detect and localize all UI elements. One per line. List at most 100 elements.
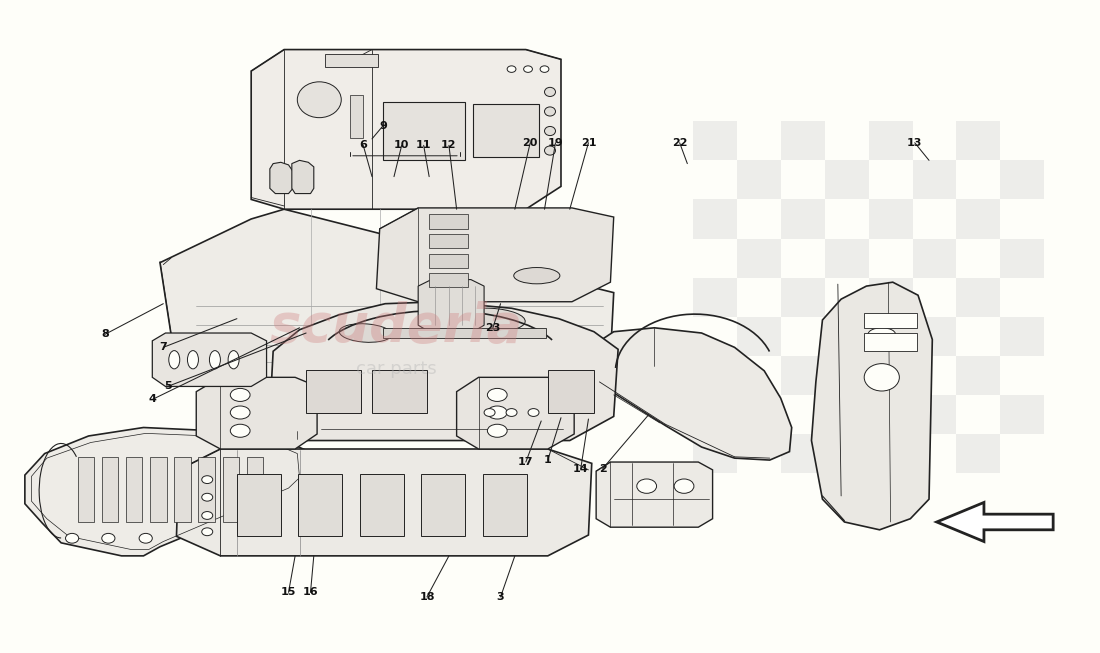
Bar: [693, 278, 737, 317]
Bar: [429, 253, 468, 268]
Bar: [737, 161, 781, 199]
Ellipse shape: [868, 328, 895, 341]
Ellipse shape: [102, 534, 114, 543]
Bar: [429, 273, 468, 287]
Bar: [957, 278, 1000, 317]
Bar: [825, 161, 869, 199]
Bar: [865, 313, 917, 328]
Bar: [1000, 238, 1044, 278]
Bar: [1000, 317, 1044, 356]
Bar: [222, 457, 239, 522]
Polygon shape: [812, 282, 933, 530]
Polygon shape: [251, 50, 561, 209]
Polygon shape: [152, 333, 266, 387]
Ellipse shape: [139, 534, 152, 543]
Polygon shape: [160, 209, 614, 384]
Bar: [913, 238, 957, 278]
Bar: [350, 95, 363, 138]
Text: 10: 10: [394, 140, 409, 150]
Text: 17: 17: [518, 457, 534, 467]
Ellipse shape: [507, 66, 516, 72]
Bar: [1000, 238, 1044, 278]
Ellipse shape: [544, 146, 556, 155]
Bar: [693, 199, 737, 238]
Bar: [429, 234, 468, 248]
Bar: [737, 395, 781, 434]
Bar: [913, 317, 957, 356]
Bar: [825, 238, 869, 278]
Text: 16: 16: [302, 587, 318, 597]
Ellipse shape: [484, 409, 495, 417]
Ellipse shape: [514, 268, 560, 284]
Bar: [825, 395, 869, 434]
Polygon shape: [196, 377, 317, 449]
Bar: [781, 278, 825, 317]
Bar: [306, 370, 361, 413]
Bar: [913, 317, 957, 356]
Ellipse shape: [674, 479, 694, 493]
Text: 4: 4: [148, 394, 156, 404]
Text: scuderia: scuderia: [270, 300, 522, 353]
Polygon shape: [270, 163, 293, 193]
Polygon shape: [594, 328, 792, 460]
Polygon shape: [456, 377, 574, 449]
Bar: [737, 238, 781, 278]
Bar: [869, 199, 913, 238]
Bar: [693, 434, 737, 473]
Bar: [825, 395, 869, 434]
Bar: [957, 121, 1000, 161]
Bar: [781, 434, 825, 473]
Ellipse shape: [201, 493, 212, 501]
Bar: [913, 395, 957, 434]
Bar: [869, 356, 913, 395]
Bar: [246, 457, 263, 522]
Bar: [1000, 161, 1044, 199]
Ellipse shape: [544, 88, 556, 97]
Ellipse shape: [544, 107, 556, 116]
Bar: [781, 434, 825, 473]
Ellipse shape: [528, 409, 539, 417]
Bar: [324, 54, 377, 67]
Bar: [693, 121, 737, 161]
Text: 3: 3: [497, 592, 505, 602]
Ellipse shape: [487, 424, 507, 438]
Bar: [125, 457, 142, 522]
Text: 13: 13: [908, 138, 923, 148]
Ellipse shape: [454, 308, 525, 332]
Polygon shape: [25, 428, 308, 556]
Bar: [372, 370, 427, 413]
Text: 22: 22: [672, 138, 688, 148]
Text: 23: 23: [485, 323, 501, 333]
Ellipse shape: [230, 406, 250, 419]
Bar: [781, 356, 825, 395]
Bar: [1000, 395, 1044, 434]
Ellipse shape: [66, 534, 79, 543]
Bar: [913, 238, 957, 278]
Bar: [913, 395, 957, 434]
Text: 19: 19: [548, 138, 563, 148]
Bar: [693, 434, 737, 473]
Bar: [957, 356, 1000, 395]
Text: 21: 21: [581, 138, 596, 148]
Ellipse shape: [201, 511, 212, 519]
Bar: [236, 475, 280, 536]
Bar: [957, 356, 1000, 395]
Ellipse shape: [230, 389, 250, 402]
Bar: [913, 161, 957, 199]
Bar: [869, 199, 913, 238]
Bar: [869, 278, 913, 317]
Ellipse shape: [637, 479, 657, 493]
Ellipse shape: [524, 66, 532, 72]
Ellipse shape: [209, 351, 220, 369]
Text: 12: 12: [441, 140, 456, 150]
Bar: [869, 434, 913, 473]
Bar: [869, 434, 913, 473]
Text: 9: 9: [379, 121, 387, 131]
Bar: [693, 118, 1099, 473]
Polygon shape: [937, 502, 1053, 541]
Bar: [693, 278, 737, 317]
Bar: [473, 104, 539, 157]
Ellipse shape: [540, 66, 549, 72]
Bar: [78, 457, 95, 522]
Bar: [825, 317, 869, 356]
